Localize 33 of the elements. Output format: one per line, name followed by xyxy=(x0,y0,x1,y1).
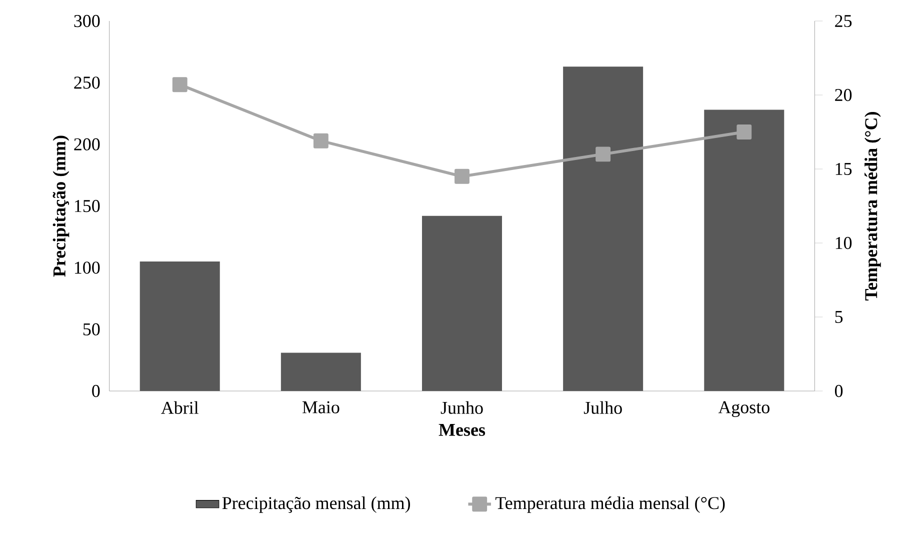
bar xyxy=(422,216,502,391)
y-tick-label: 200 xyxy=(74,138,100,150)
point xyxy=(454,168,470,184)
y2-tick-label: 5 xyxy=(835,311,843,323)
y-tick-label: 0 xyxy=(92,384,100,398)
point xyxy=(172,77,188,92)
x-axis-title: Meses xyxy=(438,424,486,436)
y2-tick-label: 10 xyxy=(836,236,852,250)
y-tick-label: 150 xyxy=(74,200,100,212)
x-tick-label: Abril xyxy=(161,401,199,414)
bar xyxy=(280,352,361,391)
point xyxy=(596,146,611,162)
x-tick-label: Julho xyxy=(584,401,622,414)
x-tick-label: Maio xyxy=(302,401,340,414)
y-axis-title: Precipitação (mm) xyxy=(52,136,70,277)
y2-tick-label: 20 xyxy=(835,88,852,102)
bar xyxy=(704,110,784,391)
y-tick-label: 300 xyxy=(74,14,100,28)
point xyxy=(313,133,328,148)
y-tick-label: 50 xyxy=(83,323,100,336)
y2-tick-label: 15 xyxy=(836,162,852,176)
y2-axis-title: Temperatura média (°C) xyxy=(864,112,881,300)
x-tick-label: Agosto xyxy=(718,401,770,418)
point xyxy=(736,124,752,140)
legend-label: Temperatura média mensal (°C) xyxy=(495,496,725,513)
legend-label: Precipitação mensal (mm) xyxy=(222,496,410,513)
bar xyxy=(563,66,644,391)
y2-tick-label: 25 xyxy=(835,14,852,28)
y-tick-label: 250 xyxy=(74,76,100,89)
y2-tick-label: 0 xyxy=(834,384,843,398)
y-tick-label: 100 xyxy=(74,262,100,274)
bar xyxy=(140,262,220,391)
x-tick-label: Junho xyxy=(440,401,483,414)
